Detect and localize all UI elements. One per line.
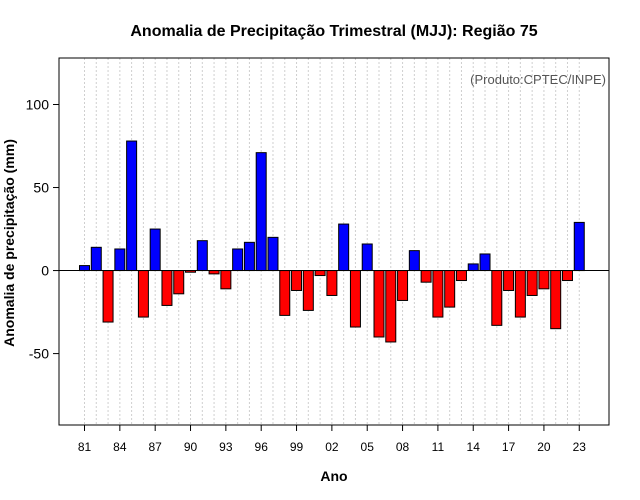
bar-1987: [149, 228, 161, 272]
x-tick-label: 11: [432, 440, 445, 454]
bar-2013: [455, 270, 467, 282]
bar-1985: [126, 140, 138, 272]
bar-2000: [302, 270, 314, 311]
bar-1994: [232, 248, 244, 272]
x-tick-label: 17: [502, 440, 516, 454]
y-tick-label: 50: [33, 180, 49, 196]
x-tick-label: 90: [184, 440, 198, 454]
bar-2023: [573, 221, 585, 272]
bar-2011: [432, 270, 444, 318]
bar-1986: [137, 270, 149, 318]
bar-2015: [479, 253, 491, 272]
bars: [79, 140, 585, 343]
bar-1982: [90, 246, 102, 272]
bar-2021: [550, 270, 562, 330]
bar-1998: [279, 270, 291, 316]
bar-2001: [314, 270, 326, 277]
plot-frame: [58, 57, 610, 426]
y-tick-label: -50: [29, 346, 49, 362]
x-tick-label: 08: [396, 440, 410, 454]
bar-1993: [220, 270, 232, 290]
x-tick-label: 81: [78, 440, 92, 454]
bar-1999: [291, 270, 303, 291]
bar-2020: [538, 270, 550, 290]
bar-2003: [338, 223, 350, 272]
y-tick-label: 0: [41, 263, 49, 279]
bar-2008: [397, 270, 409, 301]
bar-2019: [526, 270, 538, 296]
x-tick-label: 84: [113, 440, 127, 454]
bar-2017: [503, 270, 515, 291]
grid: [84, 58, 580, 425]
bar-1995: [243, 241, 255, 272]
x-tick-label: 14: [467, 440, 481, 454]
bar-2018: [514, 270, 526, 318]
bar-2007: [385, 270, 397, 343]
bar-1989: [173, 270, 185, 295]
bar-1983: [102, 270, 114, 323]
bar-1996: [255, 152, 267, 272]
x-tick-label: 20: [537, 440, 551, 454]
credit-annotation: (Produto:CPTEC/INPE): [470, 72, 606, 87]
bar-1997: [267, 236, 279, 272]
bar-2009: [408, 250, 420, 272]
bar-1981: [79, 265, 90, 272]
chart-title: Anomalia de Precipitação Trimestral (MJJ…: [130, 23, 537, 40]
x-tick-label: 96: [255, 440, 269, 454]
bar-2004: [349, 270, 361, 328]
x-axis: 81 84 87 90 93 96 99 02 05 08 11 14 17 20 23: [78, 425, 586, 454]
bar-2005: [361, 243, 373, 272]
x-tick-label: 87: [149, 440, 163, 454]
bar-2016: [491, 270, 503, 326]
y-tick-label: 100: [26, 96, 50, 112]
bar-2022: [561, 270, 573, 282]
x-tick-label: 23: [573, 440, 587, 454]
y-axis-title: Anomalia de precipitação (mm): [1, 139, 17, 347]
bar-1988: [161, 270, 173, 306]
x-tick-label: 05: [361, 440, 375, 454]
bar-2014: [467, 263, 479, 272]
x-axis-title: Ano: [320, 468, 347, 484]
bar-2006: [373, 270, 385, 338]
x-tick-label: 02: [325, 440, 339, 454]
bar-2012: [444, 270, 456, 308]
x-tick-label: 99: [290, 440, 304, 454]
bar-1984: [114, 248, 126, 272]
y-axis: 100 50 0 -50: [26, 96, 59, 362]
x-tick-label: 93: [219, 440, 233, 454]
bar-1991: [196, 240, 208, 272]
bar-2002: [326, 270, 338, 296]
bar-2010: [420, 270, 432, 283]
